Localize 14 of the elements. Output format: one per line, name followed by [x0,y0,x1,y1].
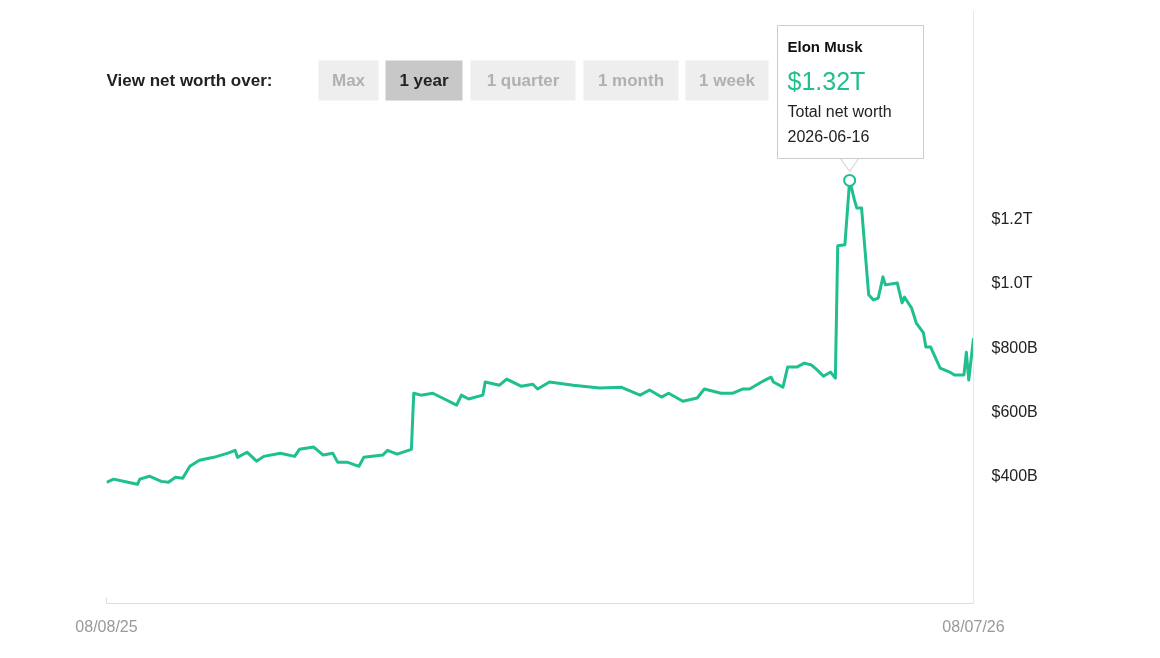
annotation: Elon Musk $1.32T Total net worth 2026-06-16 [787,38,892,145]
annotation: 1 year [399,71,449,90]
y-tick-label: $1.2T [991,210,1033,228]
annotation: Max [331,71,366,90]
annotation: 1 week [699,71,756,90]
x-tick-label: 08/08/25 [75,617,138,635]
annotation: 1 quarter [486,71,560,90]
x-tick-label: 08/07/26 [942,617,1005,635]
y-tick-label: $1.0T [991,274,1033,292]
y-tick-label: $800B [991,338,1038,356]
y-tick-label: $600B [991,402,1038,420]
y-tick-label: $400B [991,466,1038,484]
text: View net worth over: [106,71,273,90]
annotation: 1 month [597,71,665,90]
